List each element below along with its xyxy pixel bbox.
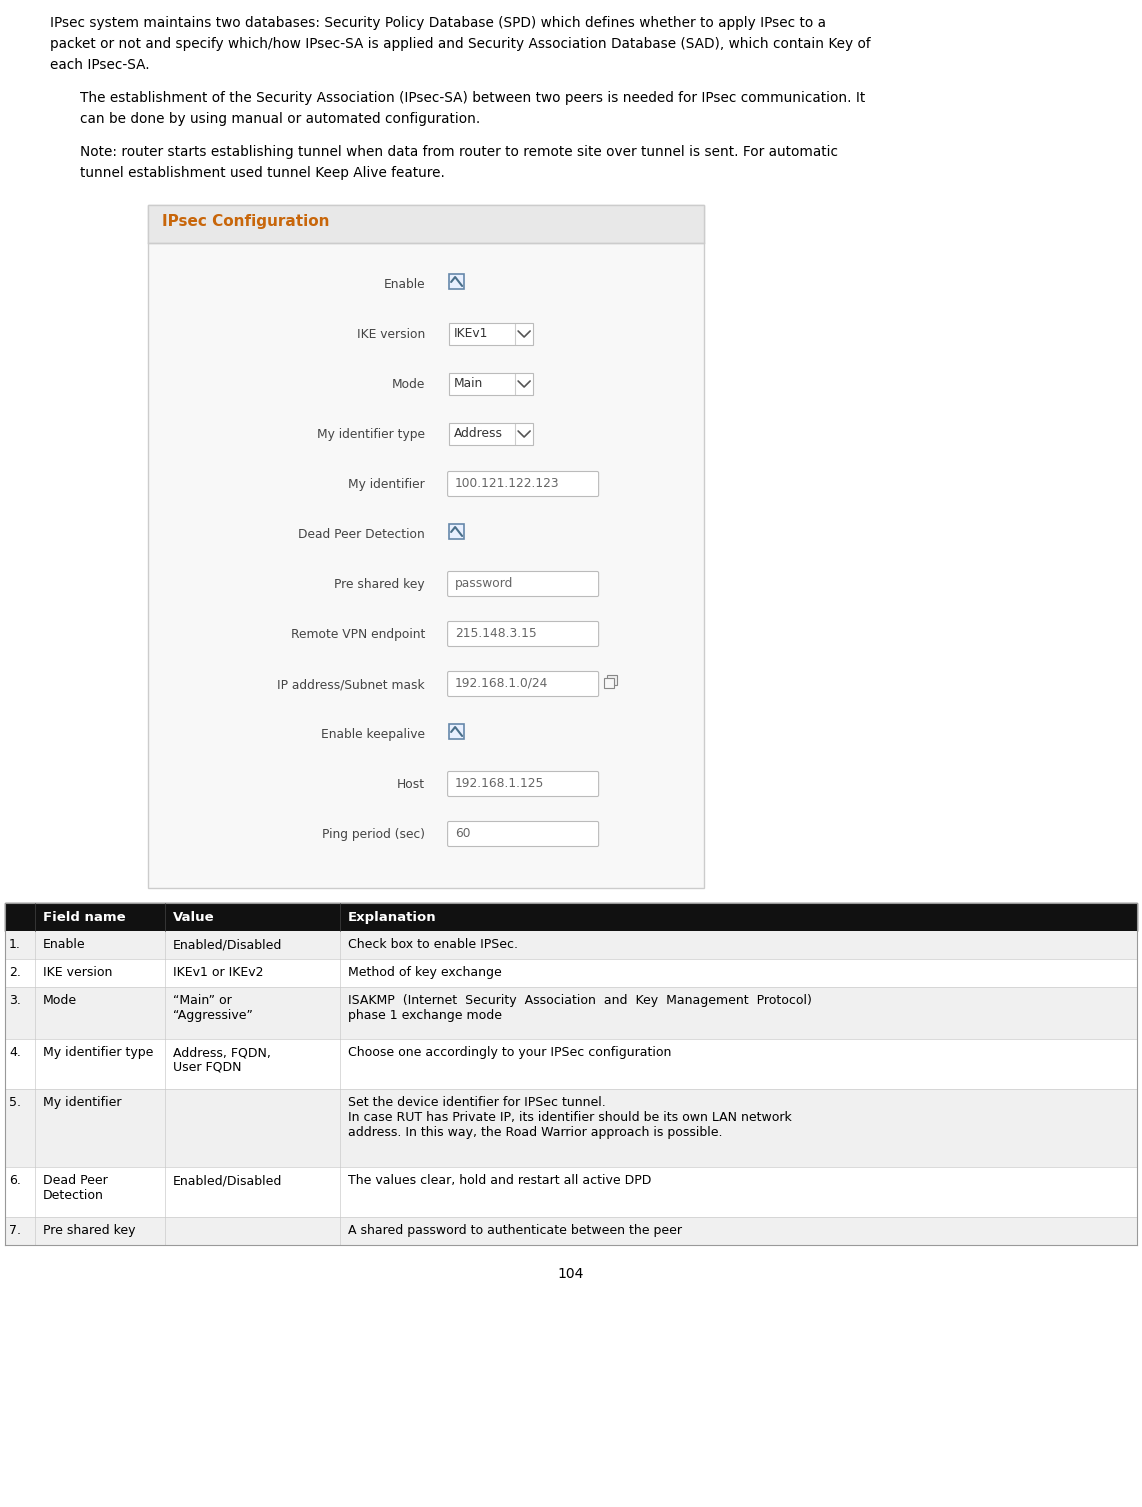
- Bar: [449, 374, 533, 395]
- Text: IPsec Configuration: IPsec Configuration: [162, 214, 330, 229]
- Text: 5.: 5.: [9, 1096, 21, 1109]
- Text: Note: router starts establishing tunnel when data from router to remote site ove: Note: router starts establishing tunnel …: [80, 145, 838, 160]
- Text: packet or not and specify which/how IPsec-SA is applied and Security Association: packet or not and specify which/how IPse…: [50, 38, 870, 51]
- Text: Choose one accordingly to your IPSec configuration: Choose one accordingly to your IPSec con…: [348, 1046, 671, 1059]
- Text: Pre shared key: Pre shared key: [335, 579, 425, 591]
- FancyBboxPatch shape: [448, 571, 598, 597]
- Text: ISAKMP  (Internet  Security  Association  and  Key  Management  Protocol)
phase : ISAKMP (Internet Security Association an…: [348, 995, 812, 1022]
- Text: 104: 104: [557, 1267, 585, 1281]
- Text: IP address/Subnet mask: IP address/Subnet mask: [278, 678, 425, 692]
- Bar: [5, 1038, 1137, 1090]
- Text: A shared password to authenticate between the peer: A shared password to authenticate betwee…: [348, 1224, 682, 1237]
- Text: Field name: Field name: [43, 912, 126, 924]
- FancyBboxPatch shape: [448, 772, 598, 797]
- Text: “Main” or
“Aggressive”: “Main” or “Aggressive”: [172, 995, 252, 1022]
- Text: IKEv1 or IKEv2: IKEv1 or IKEv2: [172, 966, 264, 980]
- FancyBboxPatch shape: [448, 672, 598, 696]
- Bar: [5, 1166, 1137, 1218]
- Text: Host: Host: [397, 778, 425, 791]
- Text: The values clear, hold and restart all active DPD: The values clear, hold and restart all a…: [348, 1174, 651, 1188]
- Text: My identifier: My identifier: [43, 1096, 121, 1109]
- Text: 7.: 7.: [9, 1224, 21, 1237]
- Bar: [148, 205, 703, 888]
- FancyBboxPatch shape: [448, 472, 598, 496]
- Text: 215.148.3.15: 215.148.3.15: [456, 627, 537, 640]
- Bar: [449, 524, 464, 540]
- Text: 6.: 6.: [9, 1174, 21, 1188]
- Bar: [5, 987, 1137, 1038]
- Bar: [5, 1090, 1137, 1166]
- Text: 3.: 3.: [9, 995, 21, 1007]
- Text: Dead Peer
Detection: Dead Peer Detection: [43, 1174, 107, 1203]
- Text: Enabled/Disabled: Enabled/Disabled: [172, 937, 282, 951]
- Text: Enable: Enable: [43, 937, 86, 951]
- Text: Pre shared key: Pre shared key: [43, 1224, 136, 1237]
- Text: Method of key exchange: Method of key exchange: [348, 966, 501, 980]
- Bar: [449, 322, 533, 345]
- Text: My identifier type: My identifier type: [317, 428, 425, 442]
- Text: Mode: Mode: [392, 378, 425, 390]
- Text: The establishment of the Security Association (IPsec-SA) between two peers is ne: The establishment of the Security Associ…: [80, 90, 866, 105]
- Text: Mode: Mode: [43, 995, 78, 1007]
- Text: tunnel establishment used tunnel Keep Alive feature.: tunnel establishment used tunnel Keep Al…: [80, 166, 445, 179]
- Bar: [5, 958, 1137, 987]
- Text: IKEv1: IKEv1: [455, 327, 489, 341]
- Bar: [449, 274, 464, 289]
- Text: Enabled/Disabled: Enabled/Disabled: [172, 1174, 282, 1188]
- Text: Dead Peer Detection: Dead Peer Detection: [298, 527, 425, 541]
- Bar: [604, 678, 614, 689]
- FancyBboxPatch shape: [448, 821, 598, 847]
- Bar: [449, 423, 533, 445]
- Text: Enable: Enable: [384, 277, 425, 291]
- FancyBboxPatch shape: [448, 621, 598, 647]
- Text: Ping period (sec): Ping period (sec): [322, 827, 425, 841]
- Text: 1.: 1.: [9, 937, 21, 951]
- Text: password: password: [456, 577, 514, 591]
- Text: IKE version: IKE version: [356, 329, 425, 341]
- Text: 2.: 2.: [9, 966, 21, 980]
- Text: Explanation: Explanation: [348, 912, 436, 924]
- Text: can be done by using manual or automated configuration.: can be done by using manual or automated…: [80, 112, 481, 127]
- Text: IPsec system maintains two databases: Security Policy Database (SPD) which defin: IPsec system maintains two databases: Se…: [50, 17, 826, 30]
- Text: Address, FQDN,
User FQDN: Address, FQDN, User FQDN: [172, 1046, 271, 1074]
- Text: 100.121.122.123: 100.121.122.123: [456, 478, 560, 490]
- Text: Value: Value: [172, 912, 215, 924]
- Bar: [5, 903, 1137, 931]
- Bar: [5, 1218, 1137, 1245]
- Bar: [608, 675, 617, 686]
- Text: My identifier: My identifier: [348, 478, 425, 491]
- Text: My identifier type: My identifier type: [43, 1046, 153, 1059]
- Text: 60: 60: [456, 827, 471, 839]
- Text: Remote VPN endpoint: Remote VPN endpoint: [291, 628, 425, 640]
- Text: Enable keepalive: Enable keepalive: [321, 728, 425, 741]
- Bar: [148, 205, 703, 243]
- Text: each IPsec-SA.: each IPsec-SA.: [50, 57, 150, 72]
- Text: IKE version: IKE version: [43, 966, 112, 980]
- Text: 192.168.1.125: 192.168.1.125: [456, 778, 545, 790]
- Text: Main: Main: [455, 377, 483, 390]
- Text: Check box to enable IPSec.: Check box to enable IPSec.: [348, 937, 518, 951]
- Text: Address: Address: [455, 426, 504, 440]
- Text: Set the device identifier for IPSec tunnel.
In case RUT has Private IP, its iden: Set the device identifier for IPSec tunn…: [348, 1096, 791, 1139]
- Bar: [449, 723, 464, 738]
- Text: 192.168.1.0/24: 192.168.1.0/24: [456, 677, 548, 690]
- Text: 4.: 4.: [9, 1046, 21, 1059]
- Bar: [5, 931, 1137, 958]
